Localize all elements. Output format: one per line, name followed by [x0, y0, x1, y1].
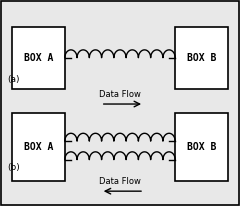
FancyBboxPatch shape [12, 27, 65, 89]
Text: BOX B: BOX B [187, 53, 216, 63]
Text: Data Flow: Data Flow [99, 90, 141, 99]
FancyBboxPatch shape [175, 27, 228, 89]
Text: (a): (a) [7, 75, 20, 84]
Text: BOX A: BOX A [24, 53, 53, 63]
FancyBboxPatch shape [175, 113, 228, 181]
FancyBboxPatch shape [12, 113, 65, 181]
Text: BOX A: BOX A [24, 142, 53, 152]
Text: (b): (b) [7, 163, 20, 172]
Text: Data Flow: Data Flow [99, 177, 141, 186]
Text: BOX B: BOX B [187, 142, 216, 152]
